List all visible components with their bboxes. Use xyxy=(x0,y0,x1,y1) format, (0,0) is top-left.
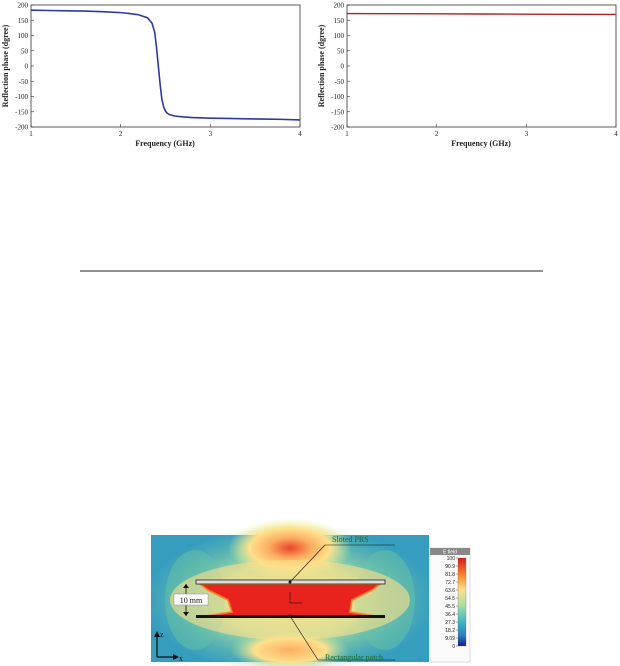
x-axis-label: x xyxy=(179,654,183,663)
chart-1-plot-frame xyxy=(30,4,301,128)
chart-1-ytick-label: 50 xyxy=(21,47,29,55)
chart-1-ytick-label: -50 xyxy=(19,78,29,86)
chart-2-xtick-label: 3 xyxy=(525,130,529,138)
colorbar-tick-label: 18.2 xyxy=(445,628,455,634)
colorbar-tick-label: 63.6 xyxy=(445,588,455,594)
field-distribution-image: 10 mm Sloted PRS Rectangular patch z x E… xyxy=(145,518,471,666)
colorbar-tick-label: 0 xyxy=(452,644,455,650)
chart-2-ytick-label: 150 xyxy=(334,17,345,25)
chart-2-xtick-label: 2 xyxy=(435,130,439,138)
rectangular-patch-label: Rectangular patch xyxy=(325,653,383,662)
chart-1-series-line xyxy=(30,9,301,121)
chart-1-xtick-label: 3 xyxy=(209,130,213,138)
chart-2-ytick-label: -200 xyxy=(331,124,344,132)
chart-1-xtick-label: 1 xyxy=(29,130,33,138)
chart-2-ytick-label: -100 xyxy=(331,93,344,101)
chart-2-ytick-label: 50 xyxy=(337,47,345,55)
chart-2: 200 150 100 50 0 -50 -100 -150 -200 1 2 3 4 Frequen… xyxy=(317,2,618,149)
chart-2-plot-frame xyxy=(346,4,617,128)
chart-2-xlabel: Frequency (GHz) xyxy=(451,139,511,148)
chart-2-ytick-label: 100 xyxy=(334,32,345,40)
colorbar-tick-label: 45.5 xyxy=(445,604,455,610)
chart-1-ytick-label: 100 xyxy=(18,32,29,40)
colorbar-gradient xyxy=(457,557,467,647)
colorbar-tick-label: 90.9 xyxy=(445,564,455,570)
gap-label: 10 mm xyxy=(180,596,203,605)
chart-1-xtick-label: 4 xyxy=(298,130,302,138)
colorbar-tick-label: 81.8 xyxy=(445,572,455,578)
sloted-prs-label: Sloted PRS xyxy=(332,535,369,544)
chart-2-series-line xyxy=(346,12,617,16)
chart-1-ytick-label: 0 xyxy=(25,63,29,71)
colorbar-tick-label: 100 xyxy=(447,556,456,562)
chart-2-ylabel: Reflection phase (dgree) xyxy=(317,24,326,107)
colorbar-tick-label: 36.4 xyxy=(445,612,455,618)
chart-1-ytick-label: -150 xyxy=(15,108,28,116)
chart-1-ytick-label: 200 xyxy=(18,2,29,10)
colorbar-title: E field xyxy=(443,550,457,556)
chart-1: 200 150 100 50 0 -50 -100 -150 -200 1 2 3 4 Frequen… xyxy=(1,2,302,149)
chart-1-xtick-label: 2 xyxy=(119,130,123,138)
chart-1-ytick-label: 150 xyxy=(18,17,29,25)
colorbar-tick-label: 9.09 xyxy=(445,636,455,642)
chart-2-ytick-label: 200 xyxy=(334,2,345,10)
chart-2-xtick-label: 4 xyxy=(614,130,618,138)
chart-1-ytick-label: -100 xyxy=(15,93,28,101)
z-axis-label: z xyxy=(160,630,164,639)
chart-2-ytick-label: -150 xyxy=(331,108,344,116)
chart-1-ytick-label: -200 xyxy=(15,124,28,132)
chart-2-ytick-label: 0 xyxy=(341,63,345,71)
colorbar-tick-label: 27.3 xyxy=(445,620,455,626)
chart-2-ytick-label: -50 xyxy=(335,78,345,86)
colorbar-tick-label: 72.7 xyxy=(445,580,455,586)
chart-1-xlabel: Frequency (GHz) xyxy=(135,139,195,148)
colorbar-tick-label: 54.5 xyxy=(445,596,455,602)
chart-2-xtick-label: 1 xyxy=(345,130,349,138)
chart-1-ylabel: Reflection phase (dgree) xyxy=(1,24,10,107)
